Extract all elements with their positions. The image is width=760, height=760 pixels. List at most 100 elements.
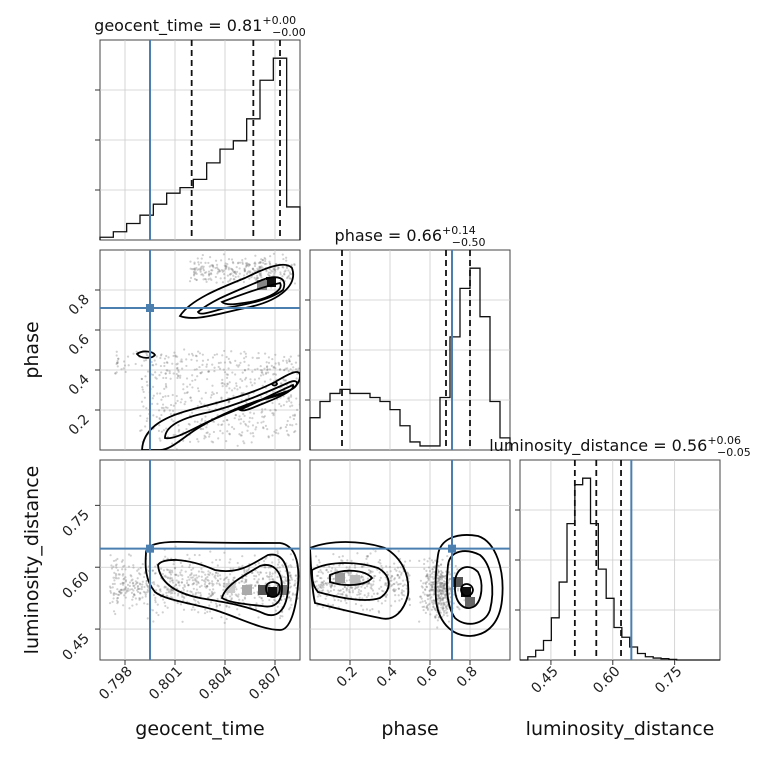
sample-point bbox=[118, 590, 121, 593]
sample-point bbox=[205, 271, 208, 274]
sample-point bbox=[259, 364, 262, 368]
sample-point bbox=[203, 277, 207, 281]
sample-point bbox=[439, 576, 442, 579]
sample-point bbox=[135, 603, 138, 606]
sample-point bbox=[227, 401, 231, 404]
sample-point bbox=[429, 593, 432, 596]
sample-point bbox=[236, 388, 239, 391]
sample-point bbox=[208, 592, 211, 595]
sample-point bbox=[289, 574, 293, 577]
x-tick-label: 0.801 bbox=[146, 664, 186, 704]
sample-point bbox=[176, 355, 179, 358]
sample-point bbox=[366, 562, 369, 565]
sample-point bbox=[156, 402, 159, 405]
sample-point bbox=[183, 585, 186, 588]
sample-point bbox=[274, 409, 278, 412]
sample-point bbox=[200, 397, 203, 400]
sample-point bbox=[342, 590, 345, 594]
sample-point bbox=[161, 611, 164, 614]
sample-point bbox=[418, 559, 421, 562]
sample-point bbox=[272, 365, 276, 369]
sample-point bbox=[258, 272, 261, 275]
sample-point bbox=[136, 581, 139, 584]
sample-point bbox=[393, 590, 396, 593]
xlabel-phase: phase bbox=[381, 718, 438, 740]
sample-point bbox=[254, 575, 258, 578]
sample-point bbox=[172, 420, 175, 423]
sample-point bbox=[197, 570, 201, 573]
sample-point bbox=[432, 599, 435, 602]
sample-point bbox=[246, 429, 249, 432]
sample-point bbox=[184, 400, 187, 403]
sample-point bbox=[170, 569, 174, 572]
sample-point bbox=[449, 577, 452, 580]
sample-point bbox=[421, 600, 424, 603]
sample-point bbox=[344, 599, 347, 602]
sample-point bbox=[116, 361, 119, 364]
sample-point bbox=[243, 369, 247, 372]
sample-point bbox=[274, 362, 277, 365]
sample-point bbox=[437, 590, 440, 594]
sample-point bbox=[431, 588, 434, 591]
sample-point bbox=[282, 359, 285, 362]
sample-point bbox=[134, 583, 137, 586]
sample-point bbox=[221, 432, 224, 435]
sample-point bbox=[210, 617, 214, 620]
sample-point bbox=[264, 372, 268, 375]
sample-point bbox=[203, 612, 207, 615]
sample-point bbox=[200, 584, 203, 587]
sample-point bbox=[287, 274, 290, 277]
sample-point bbox=[182, 608, 186, 611]
sample-point bbox=[136, 584, 140, 588]
sample-point bbox=[227, 423, 230, 426]
sample-point bbox=[287, 370, 290, 373]
sample-point bbox=[154, 572, 157, 575]
sample-point bbox=[167, 591, 170, 594]
sample-point bbox=[174, 583, 178, 587]
sample-point bbox=[441, 592, 444, 595]
sample-point bbox=[264, 566, 267, 569]
sample-point bbox=[426, 594, 429, 597]
sample-point bbox=[136, 587, 140, 590]
sample-point bbox=[194, 599, 197, 602]
sample-point bbox=[446, 604, 449, 607]
sample-point bbox=[115, 371, 118, 374]
sample-point bbox=[424, 601, 428, 605]
sample-point bbox=[175, 579, 178, 582]
xlabel-luminosity-distance: luminosity_distance bbox=[526, 718, 715, 740]
sample-point bbox=[206, 431, 209, 434]
sample-point bbox=[290, 401, 293, 404]
truth-marker bbox=[146, 304, 154, 312]
sample-point bbox=[138, 597, 141, 600]
sample-point bbox=[220, 423, 223, 427]
sample-point bbox=[115, 599, 119, 602]
sample-point bbox=[206, 610, 209, 613]
sample-point bbox=[204, 580, 207, 584]
sample-point bbox=[356, 586, 359, 589]
sample-point bbox=[108, 585, 112, 588]
sample-point bbox=[174, 355, 177, 358]
sample-point bbox=[227, 268, 230, 271]
sample-point bbox=[123, 564, 126, 567]
sample-point bbox=[229, 595, 232, 598]
sample-point bbox=[442, 591, 445, 594]
sample-point bbox=[434, 608, 437, 612]
sample-point bbox=[109, 591, 113, 594]
sample-point bbox=[229, 361, 232, 365]
sample-point bbox=[152, 364, 155, 367]
sample-point bbox=[408, 597, 411, 601]
sample-point bbox=[216, 268, 220, 271]
sample-point bbox=[226, 382, 229, 385]
sample-point bbox=[226, 430, 229, 433]
sample-point bbox=[365, 596, 368, 599]
sample-point bbox=[139, 583, 142, 586]
sample-point bbox=[286, 419, 289, 423]
sample-point bbox=[279, 405, 283, 408]
sample-point bbox=[240, 580, 243, 583]
sample-point bbox=[379, 562, 382, 565]
sample-point bbox=[336, 569, 339, 572]
sample-point bbox=[121, 583, 125, 586]
sample-point bbox=[421, 586, 424, 589]
sample-point bbox=[285, 359, 288, 362]
sample-point bbox=[164, 406, 168, 409]
